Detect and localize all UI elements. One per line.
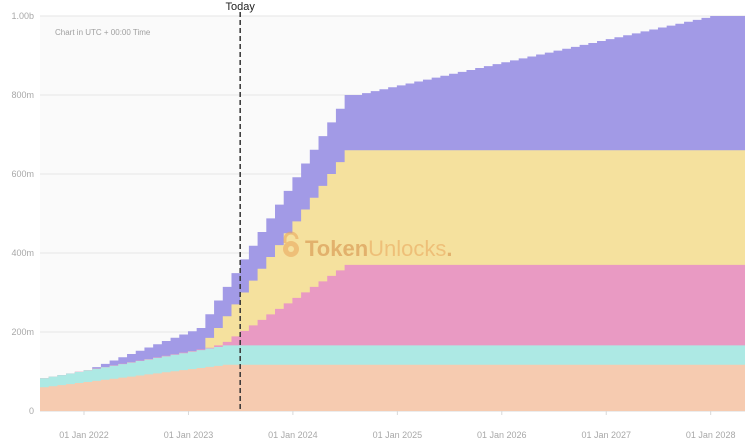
svg-text:TokenUnlocks.: TokenUnlocks. — [305, 236, 453, 261]
x-tick-label: 01 Jan 2025 — [373, 430, 423, 440]
watermark-dot: . — [446, 236, 452, 261]
x-tick-label: 01 Jan 2027 — [581, 430, 631, 440]
y-tick-label: 1.00b — [11, 11, 34, 21]
watermark-unlocks: Unlocks — [368, 236, 446, 261]
watermark-token: Token — [305, 236, 368, 261]
stacked-areas — [40, 16, 745, 412]
watermark: TokenUnlocks. — [283, 231, 453, 261]
today-marker: Today — [226, 1, 256, 411]
y-tick-label: 400m — [11, 248, 34, 258]
x-tick-label: 01 Jan 2023 — [164, 430, 214, 440]
x-tick-label: 01 Jan 2026 — [477, 430, 527, 440]
timezone-note: Chart in UTC + 00:00 Time — [55, 28, 151, 37]
today-label: Today — [226, 1, 256, 13]
y-tick-label: 600m — [11, 169, 34, 179]
y-tick-label: 200m — [11, 327, 34, 337]
lock-icon — [283, 231, 299, 257]
x-tick-label: 01 Jan 2024 — [268, 430, 318, 440]
x-tick-label: 01 Jan 2028 — [686, 430, 736, 440]
y-tick-label: 800m — [11, 90, 34, 100]
x-tick-label: 01 Jan 2022 — [59, 430, 109, 440]
y-tick-label: 0 — [29, 406, 34, 416]
y-axis: 0 200m 400m 600m 800m 1.00b — [11, 11, 34, 416]
area-series-1 — [40, 364, 745, 411]
x-axis: 01 Jan 2022 01 Jan 2023 01 Jan 2024 01 Jan … — [59, 411, 735, 440]
